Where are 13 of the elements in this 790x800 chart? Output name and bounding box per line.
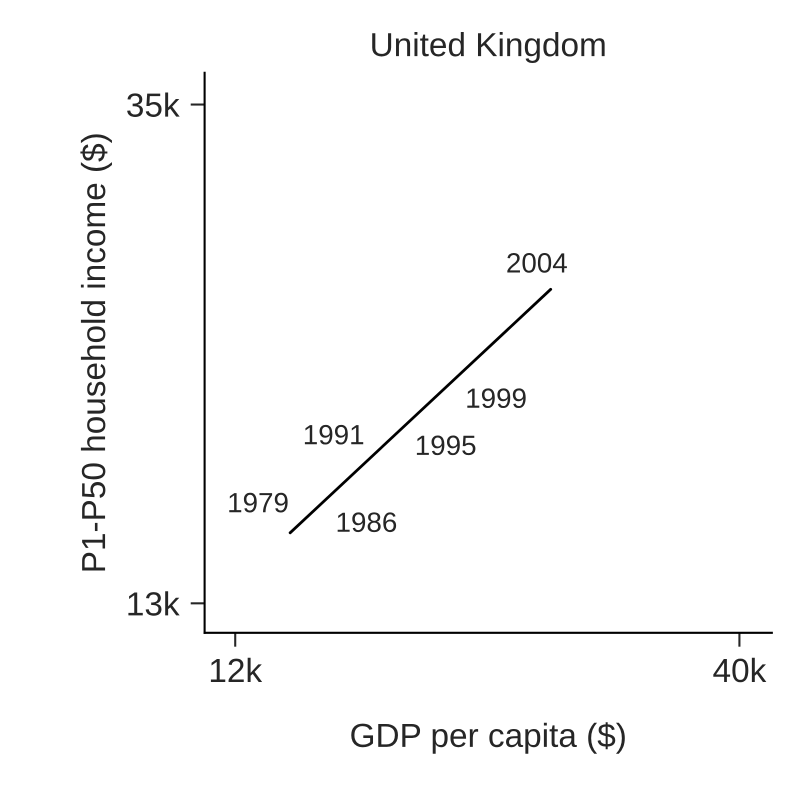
annotation: 1979 [229, 492, 288, 512]
x-tick-label: 12k [210, 658, 262, 682]
chart-title: United Kingdom [372, 32, 605, 64]
annotation: 1991 [304, 424, 364, 445]
annotation: 1995 [416, 435, 476, 456]
y-axis-title: P1-P50 household income ($) [80, 134, 112, 571]
annotation: 1999 [467, 388, 526, 408]
y-tick-label: 13k [128, 591, 180, 616]
annotation: 2004 [507, 253, 567, 273]
y-tick-label: 35k [127, 92, 180, 117]
x-axis-title: GDP per capita ($) [351, 722, 625, 754]
x-tick-label: 40k [713, 658, 766, 682]
annotation: 1986 [338, 512, 396, 532]
